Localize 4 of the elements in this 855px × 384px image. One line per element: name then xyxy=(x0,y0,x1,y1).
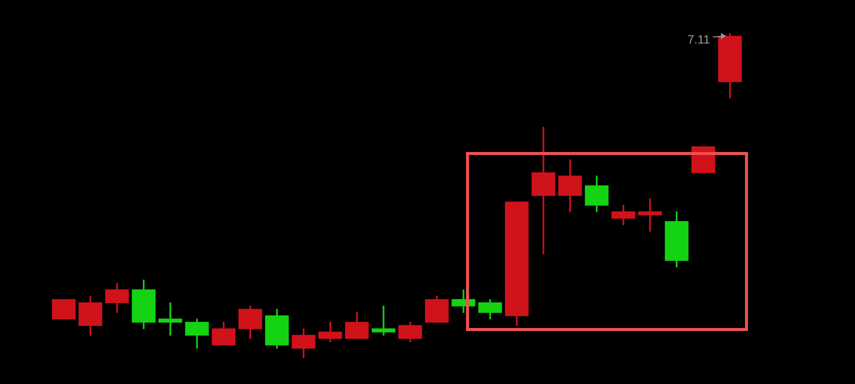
candlestick xyxy=(532,126,556,254)
candlestick xyxy=(372,306,396,336)
candlestick xyxy=(638,198,662,232)
annotation: 7.11 xyxy=(688,32,710,46)
